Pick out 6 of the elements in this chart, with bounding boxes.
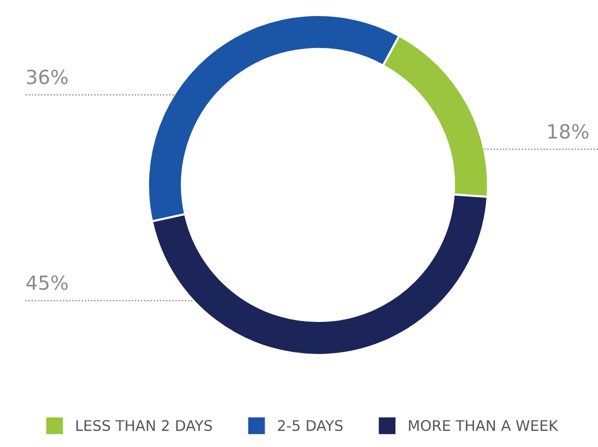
- data-label: 18%: [548, 124, 588, 139]
- legend-label: LESS THAN 2 DAYS: [76, 420, 212, 432]
- data-label: 45%: [26, 275, 68, 290]
- legend-label: 2-5 DAYS: [278, 420, 343, 432]
- data-label: 36%: [26, 70, 68, 84]
- legend-label: MORE THAN A WEEK: [408, 420, 558, 432]
